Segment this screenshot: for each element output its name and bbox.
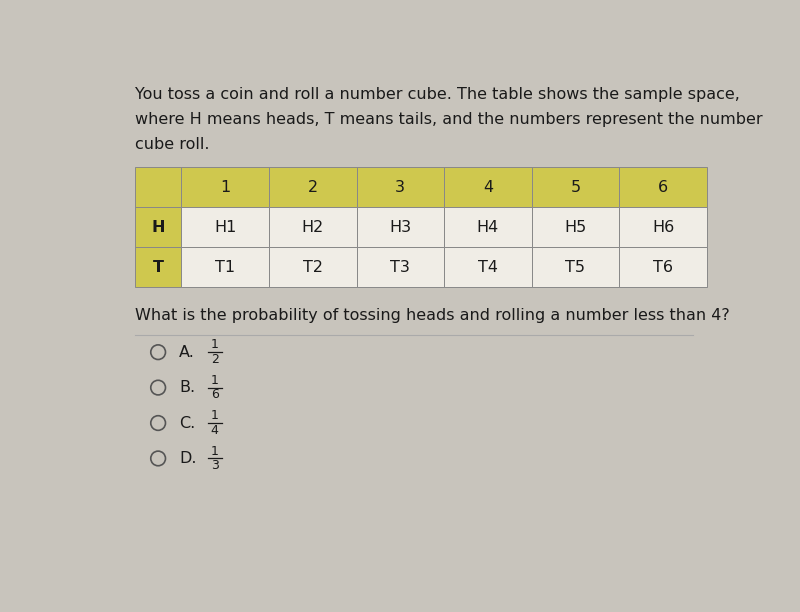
- Text: 3: 3: [210, 459, 218, 472]
- Text: cube roll.: cube roll.: [135, 137, 210, 152]
- Text: H4: H4: [477, 220, 499, 235]
- Text: D.: D.: [179, 451, 197, 466]
- Text: 2: 2: [210, 353, 218, 366]
- Text: T3: T3: [390, 260, 410, 275]
- Bar: [532, 207, 619, 247]
- Text: You toss a coin and roll a number cube. The table shows the sample space,: You toss a coin and roll a number cube. …: [135, 86, 740, 102]
- Text: H5: H5: [564, 220, 586, 235]
- Text: H: H: [151, 220, 165, 235]
- Text: H1: H1: [214, 220, 236, 235]
- Bar: [619, 247, 707, 288]
- Text: C.: C.: [179, 416, 195, 430]
- Text: 6: 6: [210, 389, 218, 401]
- Bar: [619, 207, 707, 247]
- Text: T2: T2: [302, 260, 322, 275]
- Bar: [357, 207, 444, 247]
- Text: H3: H3: [390, 220, 411, 235]
- Bar: [619, 167, 707, 207]
- Bar: [135, 207, 182, 247]
- Text: 4: 4: [483, 180, 493, 195]
- Bar: [532, 167, 619, 207]
- Text: 1: 1: [220, 180, 230, 195]
- Text: T1: T1: [215, 260, 235, 275]
- Text: T6: T6: [653, 260, 673, 275]
- Text: where H means heads, T means tails, and the numbers represent the number: where H means heads, T means tails, and …: [135, 112, 762, 127]
- Text: 1: 1: [210, 409, 218, 422]
- Text: 1: 1: [210, 445, 218, 458]
- Bar: [357, 167, 444, 207]
- Bar: [182, 167, 269, 207]
- Text: 2: 2: [308, 180, 318, 195]
- Text: 5: 5: [570, 180, 581, 195]
- Bar: [444, 167, 532, 207]
- Bar: [444, 247, 532, 288]
- Text: A.: A.: [179, 345, 195, 360]
- Text: 4: 4: [210, 424, 218, 437]
- Bar: [182, 247, 269, 288]
- Text: 6: 6: [658, 180, 668, 195]
- Bar: [135, 167, 182, 207]
- Text: H2: H2: [302, 220, 324, 235]
- Text: T: T: [153, 260, 164, 275]
- Bar: [269, 167, 357, 207]
- Bar: [269, 207, 357, 247]
- Text: 1: 1: [210, 338, 218, 351]
- Bar: [135, 247, 182, 288]
- Text: What is the probability of tossing heads and rolling a number less than 4?: What is the probability of tossing heads…: [135, 307, 730, 323]
- Text: T4: T4: [478, 260, 498, 275]
- Text: T5: T5: [566, 260, 586, 275]
- Bar: [532, 247, 619, 288]
- Text: B.: B.: [179, 380, 195, 395]
- Bar: [357, 247, 444, 288]
- Text: 3: 3: [395, 180, 406, 195]
- Text: H6: H6: [652, 220, 674, 235]
- Bar: [269, 247, 357, 288]
- Text: 1: 1: [210, 374, 218, 387]
- Bar: [444, 207, 532, 247]
- Bar: [182, 207, 269, 247]
